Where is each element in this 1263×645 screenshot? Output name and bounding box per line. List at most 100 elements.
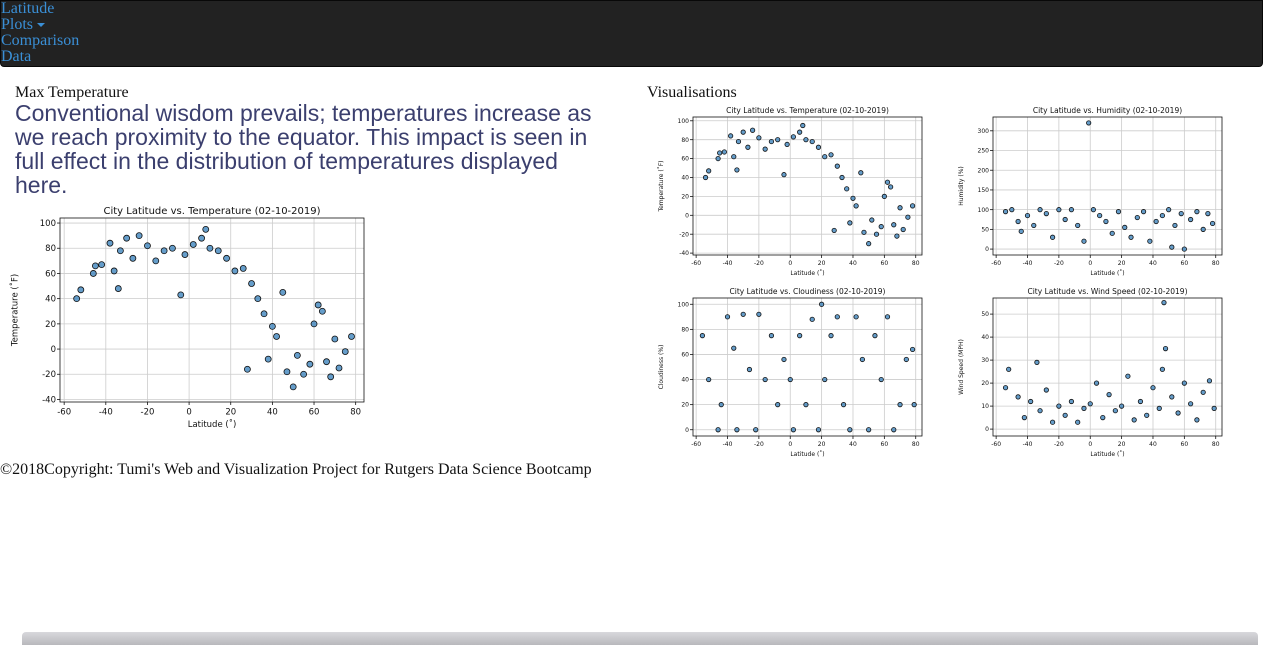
point	[734, 427, 740, 433]
point	[734, 167, 740, 173]
x-tick-label: 40	[849, 260, 857, 267]
y-axis-label: Temperature (˚F)	[10, 274, 21, 347]
x-tick-label: 20	[1118, 260, 1126, 267]
point	[702, 174, 709, 181]
point	[768, 333, 775, 339]
x-tick-label: 40	[267, 408, 278, 418]
point	[116, 247, 124, 255]
point	[731, 345, 737, 351]
y-tick-label: 60	[681, 352, 689, 359]
nav-dropdown[interactable]: Plots	[1, 17, 1262, 33]
point	[1206, 378, 1213, 384]
y-axis-label: Wind Speed (MPH)	[958, 339, 965, 395]
point	[177, 291, 185, 299]
point	[331, 335, 339, 343]
section-heading: Max Temperature	[15, 84, 129, 101]
point	[1081, 238, 1087, 244]
point	[866, 241, 872, 247]
point	[273, 333, 280, 340]
chart-title: City Latitude vs. Temperature (02-10-201…	[103, 206, 320, 217]
point	[1037, 207, 1043, 213]
point	[1103, 218, 1109, 225]
point	[1175, 410, 1181, 416]
point	[1068, 207, 1075, 213]
point	[1188, 401, 1194, 407]
point	[740, 129, 746, 135]
point	[881, 193, 887, 199]
y-tick-label: 50	[981, 226, 989, 233]
point	[884, 179, 891, 185]
y-tick-label: 80	[681, 326, 689, 333]
x-axis-label: Latitude (˚)	[1090, 451, 1124, 458]
point	[828, 152, 834, 158]
point	[110, 267, 118, 275]
x-axis-label: Latitude (˚)	[790, 270, 824, 277]
point	[706, 168, 712, 174]
point	[1050, 419, 1056, 425]
nav-link[interactable]: Comparison	[1, 32, 80, 49]
point	[341, 348, 349, 355]
x-tick-label: -40	[1023, 260, 1033, 267]
point	[797, 129, 803, 135]
point	[223, 254, 230, 262]
point	[1024, 212, 1031, 219]
point	[745, 144, 751, 150]
point	[1161, 299, 1167, 306]
point	[1131, 417, 1137, 423]
point	[787, 376, 793, 383]
point	[1153, 218, 1159, 225]
footer: ©2018Copyright: Tumi's Web and Visualiza…	[0, 461, 592, 478]
x-tick-label: -40	[99, 408, 113, 418]
y-tick-label: -20	[679, 231, 689, 238]
point	[909, 203, 916, 209]
point	[327, 373, 335, 381]
point	[1086, 120, 1092, 126]
point	[1093, 380, 1100, 386]
point	[1002, 209, 1009, 215]
chart: -60 -40 -20 0 20 40 60 80 0 10 20 30 40 50 City Latitu…	[958, 287, 1223, 458]
point	[1081, 405, 1087, 411]
y-tick-label: 10	[981, 403, 989, 410]
point	[897, 205, 903, 211]
point	[1169, 394, 1175, 400]
point	[1015, 218, 1021, 225]
brand-link[interactable]: Latitude	[1, 0, 55, 17]
x-tick-label: 80	[1212, 260, 1220, 267]
nav-link[interactable]: Data	[1, 48, 32, 65]
point	[762, 376, 768, 383]
point	[129, 254, 137, 262]
point	[189, 241, 197, 248]
y-tick-label: 0	[685, 212, 689, 219]
y-tick-label: 20	[45, 320, 56, 330]
point	[844, 186, 850, 192]
y-tick-label: 60	[681, 156, 689, 163]
x-tick-label: -20	[141, 408, 155, 418]
y-tick-label: 60	[45, 269, 56, 279]
point	[283, 368, 291, 376]
point	[894, 233, 900, 239]
x-tick-label: 60	[881, 441, 889, 448]
point	[73, 295, 81, 303]
point	[260, 310, 268, 318]
point	[1043, 211, 1049, 217]
chart: -60 -40 -20 0 20 40 60 80 0 50 100 150 200 250 300 City…	[958, 106, 1223, 277]
point	[831, 227, 837, 234]
point	[819, 301, 825, 307]
point	[1050, 234, 1056, 240]
point	[834, 163, 840, 169]
x-tick-label: 0	[1088, 260, 1092, 267]
point	[753, 427, 759, 433]
x-tick-label: -60	[691, 441, 701, 448]
point	[866, 427, 872, 433]
x-axis-label: Latitude (˚)	[1090, 270, 1124, 277]
axes-frame	[992, 116, 1223, 256]
point	[803, 402, 809, 408]
point	[900, 226, 906, 233]
x-tick-label: 20	[818, 441, 826, 448]
y-tick-label: 80	[681, 137, 689, 144]
caret	[37, 23, 46, 28]
y-tick-label: 100	[678, 118, 690, 125]
point	[300, 370, 308, 378]
point	[1172, 222, 1178, 229]
